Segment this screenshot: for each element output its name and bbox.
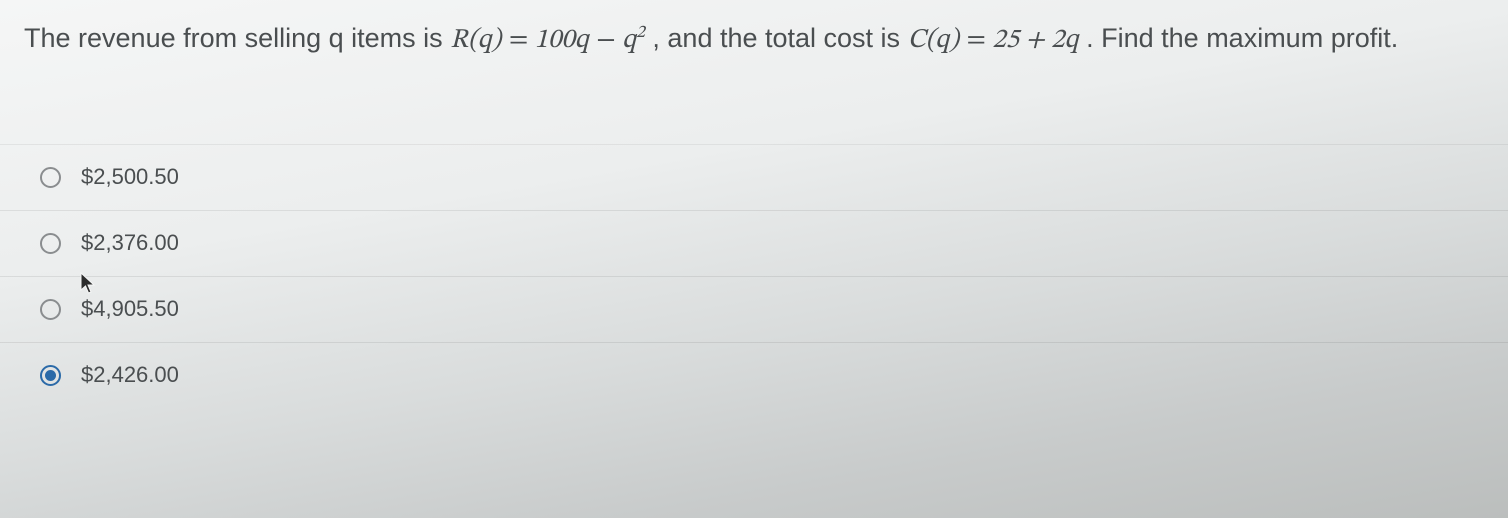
q-mid: , and the total cost is (652, 23, 907, 53)
answer-options: $2,500.50 $2,376.00 $4,905.50 $2,426.00 (0, 144, 1508, 408)
option-3[interactable]: $2,426.00 (0, 342, 1508, 408)
rq-lhs: R(q) (450, 27, 501, 54)
radio-icon[interactable] (40, 299, 61, 320)
radio-icon[interactable] (40, 167, 61, 188)
radio-icon[interactable] (40, 365, 61, 386)
question-text: The revenue from selling q items is R(q)… (0, 0, 1508, 62)
option-label: $2,500.50 (81, 164, 179, 190)
cq-eq: = (967, 27, 993, 54)
q-pre: The revenue from selling q items is (24, 23, 450, 53)
option-label: $4,905.50 (81, 296, 179, 322)
option-label: $2,426.00 (81, 362, 179, 388)
option-2[interactable]: $4,905.50 (0, 276, 1508, 342)
rq-rhs-b: q2 (622, 27, 645, 54)
rq-minus: − (596, 27, 622, 54)
cq-lhs: C(q) (908, 27, 959, 54)
cq-rhs: 25 + 2q (992, 27, 1078, 54)
rq-eq: = (509, 27, 535, 54)
option-label: $2,376.00 (81, 230, 179, 256)
option-1[interactable]: $2,376.00 (0, 210, 1508, 276)
rq-rhs-a: 100q (535, 27, 589, 54)
q-post: . Find the maximum profit. (1086, 23, 1398, 53)
radio-icon[interactable] (40, 233, 61, 254)
option-0[interactable]: $2,500.50 (0, 144, 1508, 210)
